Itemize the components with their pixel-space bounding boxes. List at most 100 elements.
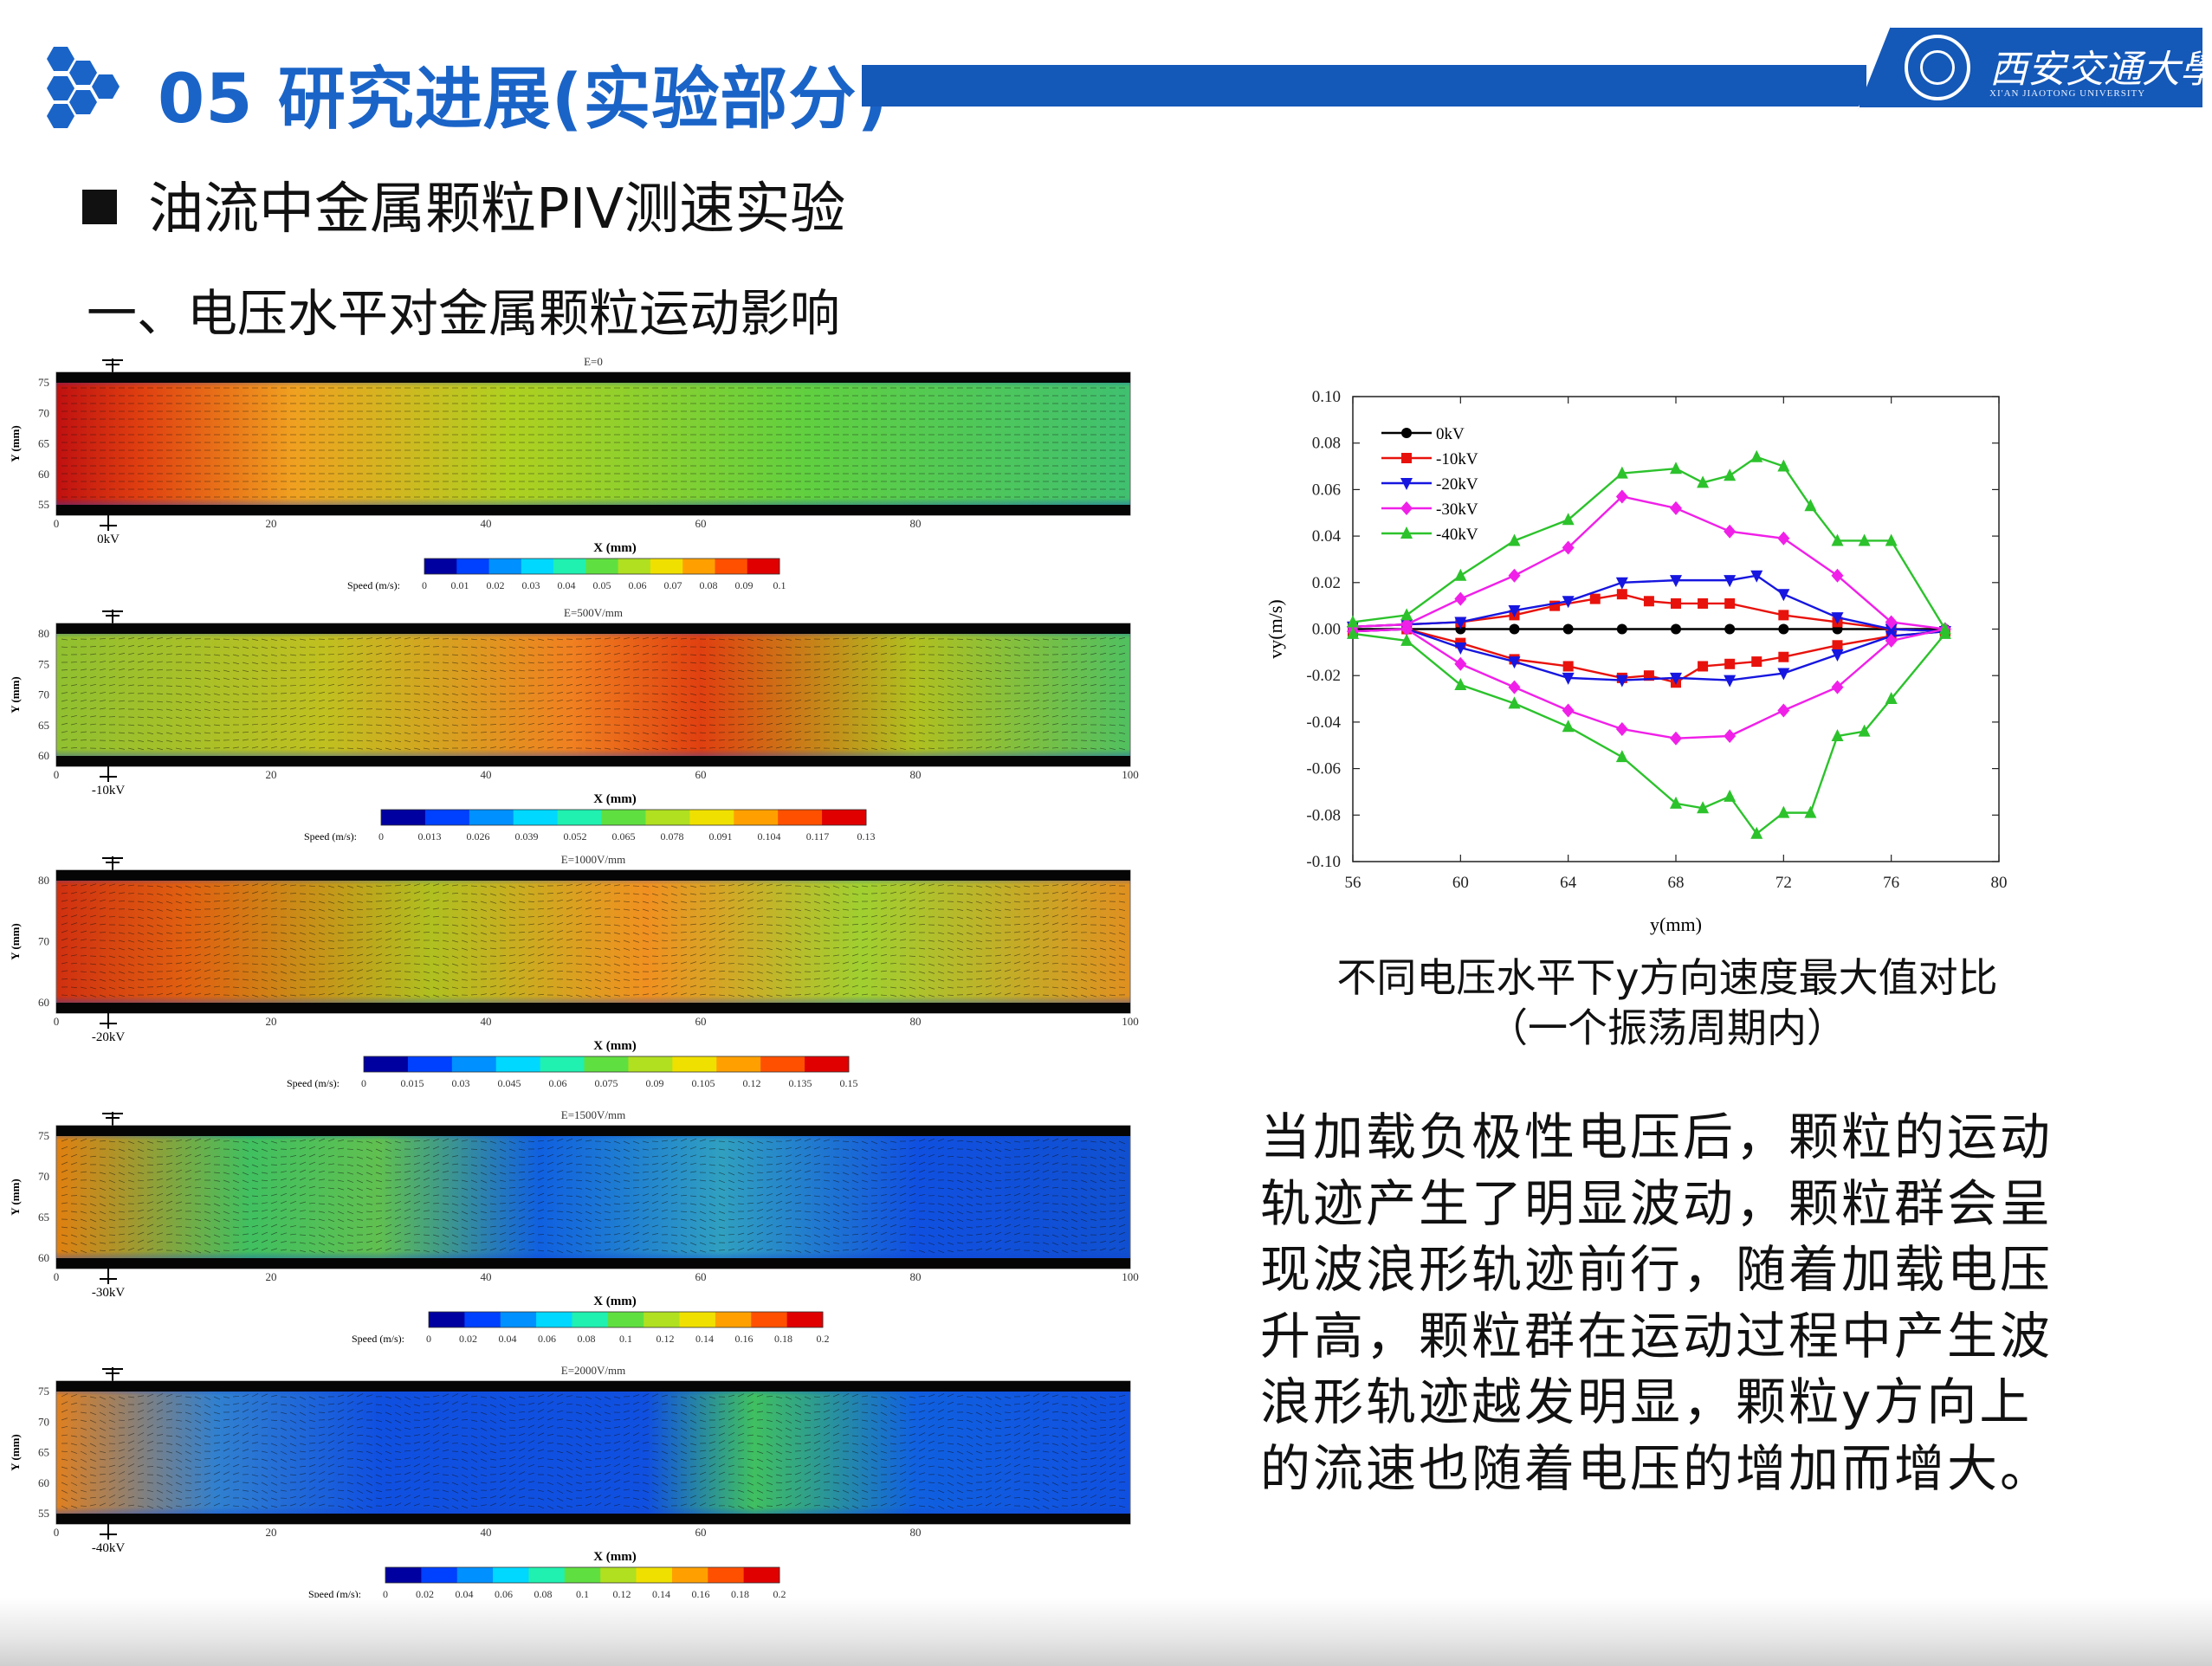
y-tick-label: -0.08: [1306, 806, 1341, 824]
data-point: [1508, 533, 1521, 546]
electrode-icon: [102, 856, 123, 870]
piv-x-tick: 20: [266, 517, 277, 530]
piv-x-tick: 80: [910, 1270, 922, 1283]
colorbar-segment: [644, 1312, 681, 1327]
colorbar-segment: [385, 1567, 422, 1583]
piv-y-tick: 65: [38, 1211, 49, 1224]
colorbar-segment: [456, 559, 490, 574]
colorbar-tick: 0: [361, 1077, 366, 1089]
data-point: [1509, 623, 1520, 635]
colorbar-tick: 0.09: [735, 579, 754, 591]
piv-y-tick: 65: [38, 437, 49, 450]
piv-panel-0kV: E=0 Y (mm) 75 70 65 60 55 0 20 40 60 80 0kV X (mm) Spe…: [0, 355, 1161, 610]
data-point: [1670, 796, 1682, 809]
colorbar-segment: [564, 1567, 601, 1583]
colorbar-segment: [679, 1312, 716, 1327]
colorbar-segment: [751, 1312, 788, 1327]
piv-field-title: E=0: [584, 355, 603, 368]
colorbar-segment: [493, 1567, 529, 1583]
colorbar-tick: 0.15: [840, 1077, 858, 1089]
piv-x-tick: 20: [266, 1270, 277, 1283]
piv-field-title: E=1500V/mm: [561, 1108, 626, 1121]
y-tick-label: 0.00: [1312, 621, 1341, 639]
x-tick-label: 60: [1452, 874, 1469, 892]
colorbar-tick: 0.08: [700, 579, 718, 591]
colorbar-segment: [513, 810, 559, 825]
data-point: [1777, 703, 1790, 718]
piv-panel-svg: E=0 Y (mm) 75 70 65 60 55 0 20 40 60 80 0kV X (mm) Spe…: [9, 355, 1131, 591]
piv-x-tick: 60: [695, 517, 707, 530]
piv-x-tick: 20: [266, 1526, 277, 1539]
piv-x-tick: 60: [695, 768, 707, 781]
data-point: [1831, 649, 1844, 662]
colorbar-segment: [607, 1312, 644, 1327]
data-point: [1508, 696, 1521, 709]
y-tick-label: -0.06: [1306, 760, 1341, 778]
piv-y-tick: 60: [38, 749, 49, 762]
colorbar-tick: 0.06: [538, 1333, 556, 1345]
chart-legend: 0kV -10kV -20kV -30kV -40kV: [1381, 425, 1478, 544]
piv-x-tick: 40: [481, 768, 492, 781]
data-point: [1400, 608, 1413, 621]
ground-electrode-icon: [100, 1269, 117, 1284]
colorbar-segment: [584, 1056, 629, 1072]
y-tick-label: 0.02: [1312, 574, 1341, 592]
university-seal-icon: [1905, 35, 1970, 100]
colorbar-tick: 0.18: [731, 1588, 749, 1600]
data-point: [1454, 591, 1467, 606]
piv-x-tick: 60: [695, 1270, 707, 1283]
velocity-vectors: [61, 387, 1125, 498]
colorbar-segment: [716, 1056, 761, 1072]
x-tick-label: 64: [1560, 874, 1577, 892]
data-point: [1885, 633, 1898, 648]
colorbar-segment: [381, 810, 426, 825]
piv-panel-svg: E=2000V/mm Y (mm) 75 70 65 60 55 0 20 40 60 80 -40kV…: [9, 1364, 1131, 1600]
colorbar-segment: [600, 1567, 637, 1583]
data-point: [1858, 533, 1871, 546]
colorbar-segment: [672, 1056, 717, 1072]
colorbar-tick: 0.14: [652, 1588, 670, 1600]
piv-y-tick: 65: [38, 719, 49, 732]
main-heading: 油流中金属颗粒PIV测速实验: [82, 165, 845, 244]
data-point: [1777, 668, 1790, 681]
ground-electrode-icon: [100, 1524, 117, 1540]
electrode-icon: [102, 1367, 123, 1381]
colorbar-segment: [822, 810, 867, 825]
colorbar-tick: 0.13: [857, 830, 876, 843]
data-point: [1401, 428, 1412, 438]
colorbar-segment: [708, 1567, 745, 1583]
data-point: [1454, 642, 1467, 655]
university-name-en: XI'AN JIAOTONG UNIVERSITY: [1989, 88, 2146, 99]
series-line: [1352, 628, 1946, 739]
data-point: [1670, 672, 1682, 685]
colorbar-segment: [601, 810, 646, 825]
data-point: [1454, 656, 1467, 671]
voltage-label: -40kV: [92, 1541, 125, 1555]
data-point: [1750, 826, 1763, 839]
data-point: [1724, 789, 1737, 802]
colorbar-segment: [488, 559, 522, 574]
data-point: [1400, 526, 1413, 539]
data-point: [1778, 610, 1789, 621]
colorbar-label: Speed (m/s):: [352, 1333, 404, 1345]
piv-x-axis-label: X (mm): [593, 1295, 637, 1308]
data-point: [1562, 720, 1575, 733]
data-point: [1562, 661, 1574, 672]
colorbar-segment: [715, 559, 748, 574]
data-point: [1724, 597, 1736, 609]
piv-x-tick: 100: [1122, 1270, 1139, 1283]
header-bar: [862, 65, 1866, 107]
colorbar-segment: [464, 1312, 501, 1327]
colorbar-segment: [650, 559, 683, 574]
data-point: [1615, 577, 1628, 590]
data-point: [1831, 680, 1844, 694]
colorbar-segment: [424, 559, 457, 574]
colorbar-tick: 0.06: [495, 1588, 513, 1600]
data-point: [1724, 658, 1736, 669]
data-point: [1562, 540, 1575, 555]
data-point: [1938, 626, 1951, 639]
data-point: [1885, 692, 1898, 705]
colorbar-tick: 0.12: [743, 1077, 761, 1089]
piv-y-tick: 70: [38, 406, 49, 419]
vy-comparison-chart: 0.10 0.08 0.06 0.04 0.02 0.00 -0.02 -0.04 -0.06 -…: [1213, 364, 2035, 952]
